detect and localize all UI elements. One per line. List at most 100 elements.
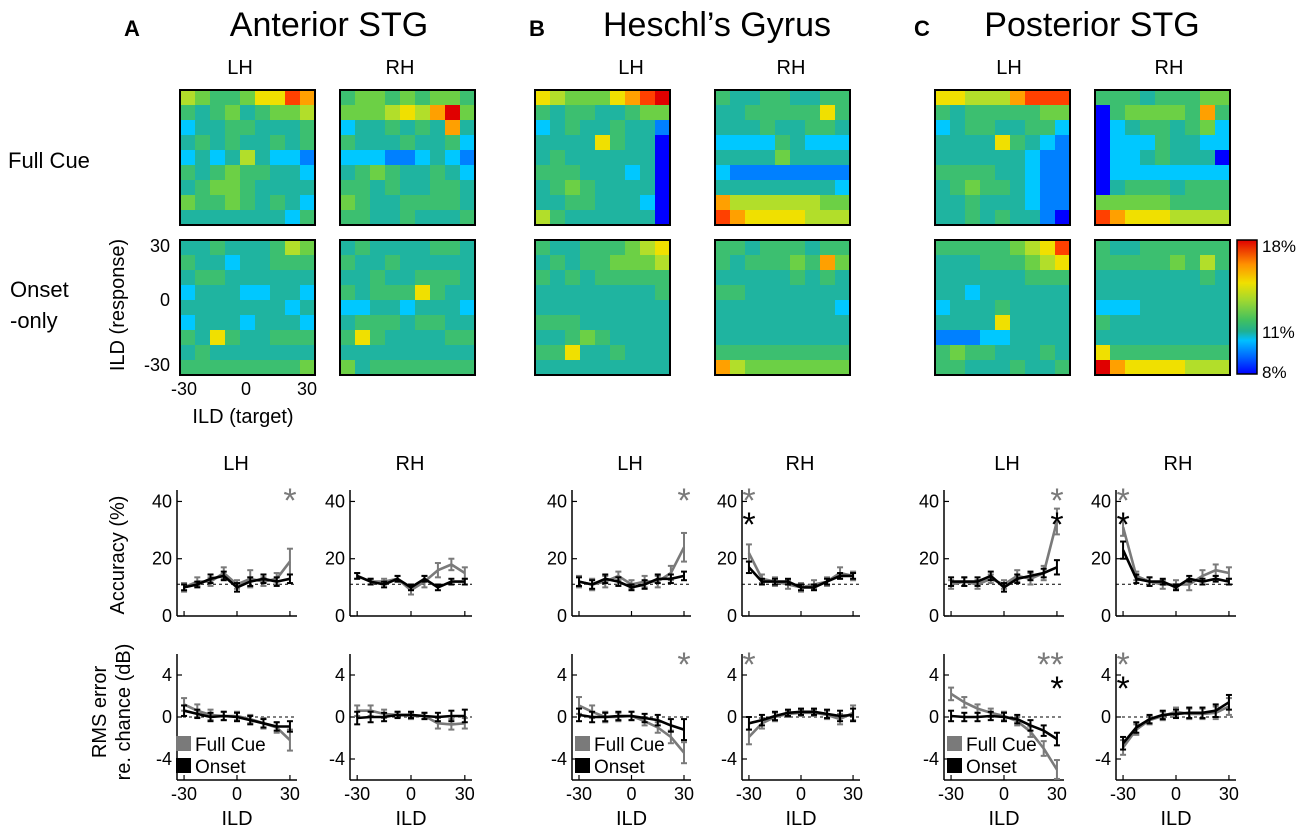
y-tick-label: 0 <box>162 606 172 626</box>
heatmap-cell <box>1155 270 1171 286</box>
heatmap-cell <box>1185 180 1201 196</box>
heatmap-cell <box>965 270 981 286</box>
heatmap-cell <box>1185 285 1201 301</box>
heatmap-cell <box>195 285 211 301</box>
heatmap-cell <box>1110 135 1126 151</box>
heatmap-cell <box>1170 270 1186 286</box>
heatmap-cell <box>790 270 806 286</box>
heatmap-cell <box>790 345 806 361</box>
heatmap-cell <box>610 360 626 376</box>
heatmap-cell <box>580 300 596 316</box>
heatmap-cell <box>535 345 551 361</box>
heatmap-cell <box>355 300 371 316</box>
heatmap-cell <box>385 300 401 316</box>
heatmap-cell <box>805 105 821 121</box>
heatmap-cell <box>655 150 671 166</box>
heatmap-cell <box>1010 240 1026 256</box>
heatmap-cell <box>625 255 641 271</box>
heatmap-cell <box>535 120 551 136</box>
heatmap-cell <box>805 345 821 361</box>
row-label-onset-1: Onset <box>10 277 69 302</box>
heatmap-cell <box>995 210 1011 226</box>
heatmap-cell <box>1110 315 1126 331</box>
heatmap-cell <box>255 165 271 181</box>
heatmap-cell <box>1215 165 1231 181</box>
heatmap-b-lh-full-cue <box>534 89 671 226</box>
heatmap-cell <box>1055 165 1071 181</box>
heatmap-cell <box>1095 105 1111 121</box>
heatmap-cell <box>430 150 446 166</box>
heatmap-cell <box>270 180 286 196</box>
heatmap-cell <box>1215 360 1231 376</box>
heatmap-cell <box>1170 345 1186 361</box>
heatmap-cell <box>1215 270 1231 286</box>
heatmap-cell <box>1185 240 1201 256</box>
x-tick-label: 0 <box>406 784 416 804</box>
heatmap-cell <box>1125 255 1141 271</box>
heatmap-cell <box>1125 330 1141 346</box>
y-tick-label: 0 <box>727 707 737 727</box>
x-tick-label: -30 <box>344 784 370 804</box>
heatmap-cell <box>965 360 981 376</box>
heatmap-cell <box>595 165 611 181</box>
heatmap-cell <box>300 105 316 121</box>
heatmap-cell <box>1200 345 1216 361</box>
heatmap-cell <box>995 240 1011 256</box>
heatmap-cell <box>225 270 241 286</box>
y-tick-label: 4 <box>335 665 345 685</box>
heatmap-cell <box>535 240 551 256</box>
heatmap-cell <box>1055 360 1071 376</box>
heatmap-cell <box>550 285 566 301</box>
heatmap-cell <box>270 240 286 256</box>
heatmap-cell <box>775 210 791 226</box>
x-tick-label: 30 <box>280 784 300 804</box>
x-tick-label: 0 <box>796 784 806 804</box>
heatmap-cell <box>1215 210 1231 226</box>
heatmap-cell <box>640 300 656 316</box>
heatmap-cell <box>745 345 761 361</box>
heatmap-c-rh-onset <box>1094 239 1231 376</box>
heatmap-cell <box>950 270 966 286</box>
y-tick-label: 20 <box>152 549 172 569</box>
heatmap-cell <box>565 90 581 106</box>
matrix-xtick-minus30: -30 <box>171 379 197 399</box>
heatmap-cell <box>595 300 611 316</box>
heatmap-cell <box>965 90 981 106</box>
heatmap-cell <box>715 195 731 211</box>
heatmap-cell <box>805 270 821 286</box>
heatmap-cell <box>805 360 821 376</box>
heatmap-cell <box>580 330 596 346</box>
heatmap-cell <box>240 120 256 136</box>
heatmap-cell <box>950 240 966 256</box>
heatmap-cell <box>385 135 401 151</box>
x-tick-label: 0 <box>1171 784 1181 804</box>
heatmap-cell <box>285 195 301 211</box>
heatmap-cell <box>340 150 356 166</box>
heatmap-cell <box>1055 150 1071 166</box>
heatmap-cell <box>355 270 371 286</box>
heatmap-b-rh-onset <box>714 239 851 376</box>
heatmap-cell <box>300 165 316 181</box>
heatmap-cell <box>935 90 951 106</box>
heatmap-cell <box>565 240 581 256</box>
heatmap-cell <box>1125 360 1141 376</box>
heatmap-cell <box>950 360 966 376</box>
heatmap-cell <box>210 165 226 181</box>
heatmap-cell <box>640 240 656 256</box>
y-tick-label: 4 <box>929 665 939 685</box>
heatmap-cell <box>640 165 656 181</box>
heatmap-cell <box>950 90 966 106</box>
heatmap-cell <box>580 165 596 181</box>
heatmap-cell <box>1055 135 1071 151</box>
y-tick-label: 40 <box>919 491 939 511</box>
heatmap-cell <box>980 150 996 166</box>
heatmap-cell <box>1110 120 1126 136</box>
heatmap-cell <box>370 165 386 181</box>
heatmap-cell <box>715 330 731 346</box>
heatmap-cell <box>210 135 226 151</box>
heatmap-cell <box>430 240 446 256</box>
heatmap-cell <box>1125 315 1141 331</box>
heatmap-cell <box>625 300 641 316</box>
heatmap-cell <box>980 360 996 376</box>
heatmap-cell <box>430 210 446 226</box>
